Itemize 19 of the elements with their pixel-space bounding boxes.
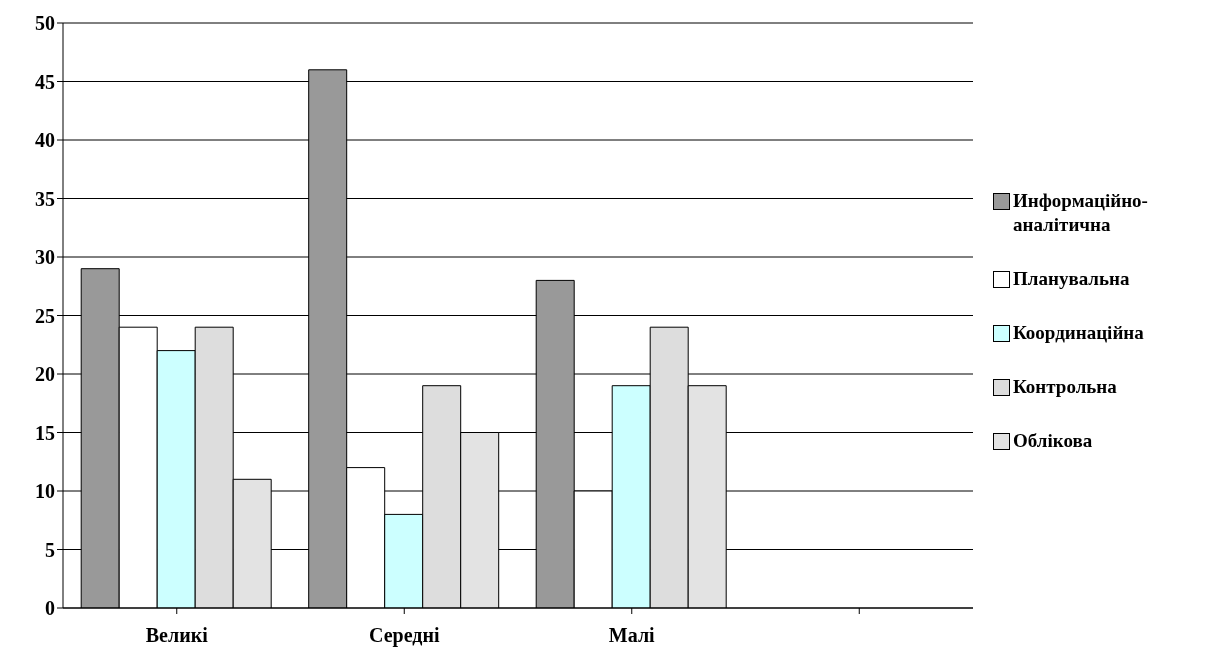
y-tick-label: 30 — [35, 246, 55, 269]
x-tick-label: Великі — [145, 624, 209, 647]
y-tick-label: 15 — [35, 421, 55, 444]
y-tick-label: 10 — [35, 480, 55, 503]
legend-label: Планувальна — [1013, 266, 1130, 291]
y-tick-label: 0 — [45, 597, 55, 620]
y-tick-label: 45 — [35, 70, 55, 93]
x-tick-label: Малі — [608, 624, 656, 647]
y-tick-label: 35 — [35, 187, 55, 210]
legend-label: Облікова — [1013, 428, 1093, 453]
y-tick-label: 40 — [35, 129, 55, 152]
legend-label: Информаційно-аналітична — [1013, 188, 1149, 237]
y-tick-label: 50 — [35, 12, 55, 35]
y-tick-label: 5 — [45, 538, 55, 561]
legend-label: Контрольна — [1013, 374, 1117, 399]
y-tick-label: 20 — [35, 363, 55, 386]
x-tick-label: Середні — [369, 624, 440, 648]
y-tick-label: 25 — [35, 304, 55, 327]
legend-label: Координаційна — [1013, 320, 1144, 345]
